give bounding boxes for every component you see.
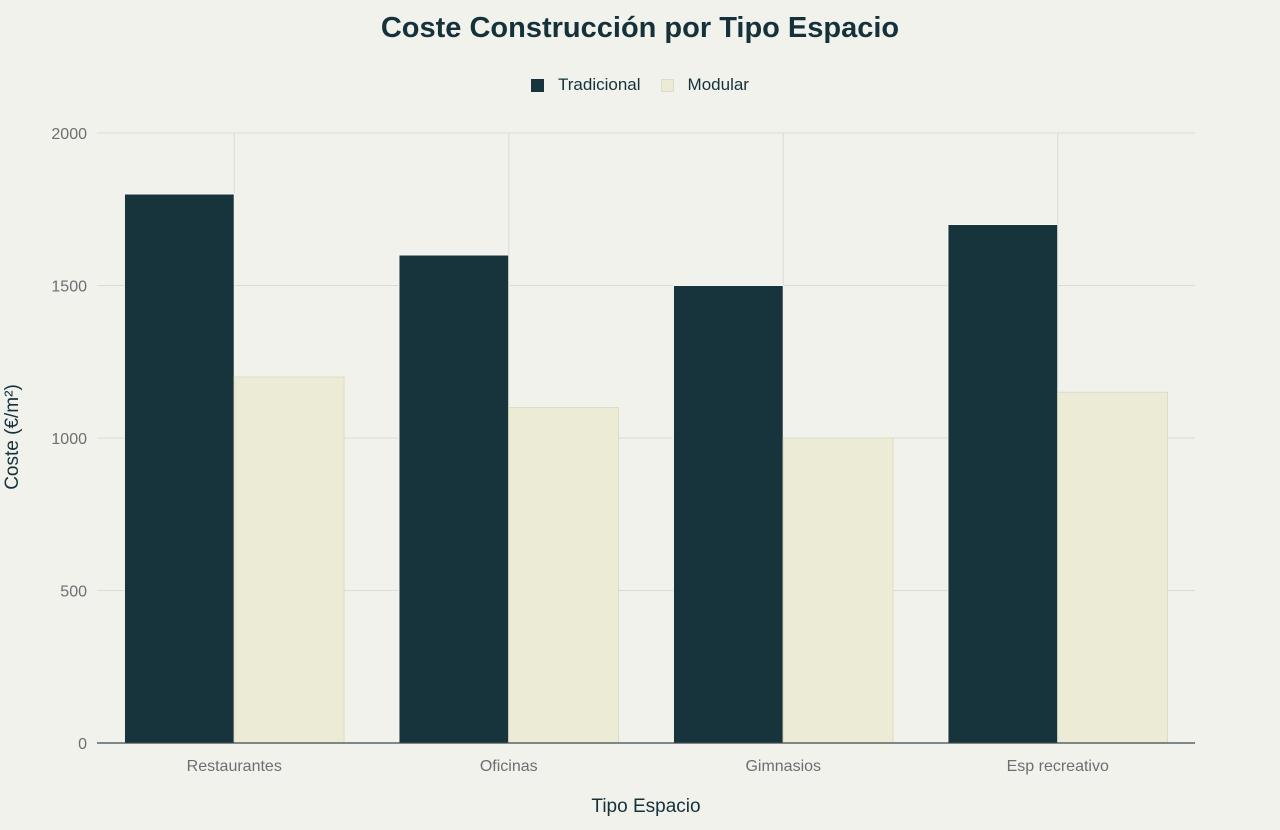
bar-modular-2[interactable] [782, 437, 894, 744]
bar-tradicional-3[interactable] [947, 224, 1059, 744]
y-tick-label: 1000 [51, 431, 87, 448]
legend-label: Modular [687, 75, 749, 94]
legend-item-tradicional[interactable]: Tradicional [531, 75, 641, 95]
bar-modular-1[interactable] [508, 407, 620, 744]
legend-swatch-modular [660, 78, 674, 92]
x-tick-label: Oficinas [480, 758, 538, 775]
bar-modular-0[interactable] [233, 376, 345, 744]
y-tick-label: 2000 [51, 126, 87, 143]
bar-tradicional-2[interactable] [672, 285, 784, 744]
x-tick-label: Esp recreativo [1007, 758, 1109, 775]
legend-label: Tradicional [558, 75, 641, 94]
legend-swatch-tradicional [531, 78, 545, 92]
bar-modular-3[interactable] [1057, 391, 1169, 744]
y-tick-label: 500 [60, 584, 87, 601]
x-tick-label: Restaurantes [187, 758, 282, 775]
bar-tradicional-1[interactable] [398, 254, 510, 744]
legend: Tradicional Modular [0, 75, 1280, 95]
legend-item-modular[interactable]: Modular [660, 75, 749, 95]
y-tick-label: 0 [78, 736, 87, 753]
x-axis-label: Tipo Espacio [591, 796, 701, 817]
bar-tradicional-0[interactable] [123, 193, 235, 744]
x-tick-label: Gimnasios [745, 758, 821, 775]
y-tick-label: 1500 [51, 279, 87, 296]
chart-title: Coste Construcción por Tipo Espacio [380, 12, 900, 44]
